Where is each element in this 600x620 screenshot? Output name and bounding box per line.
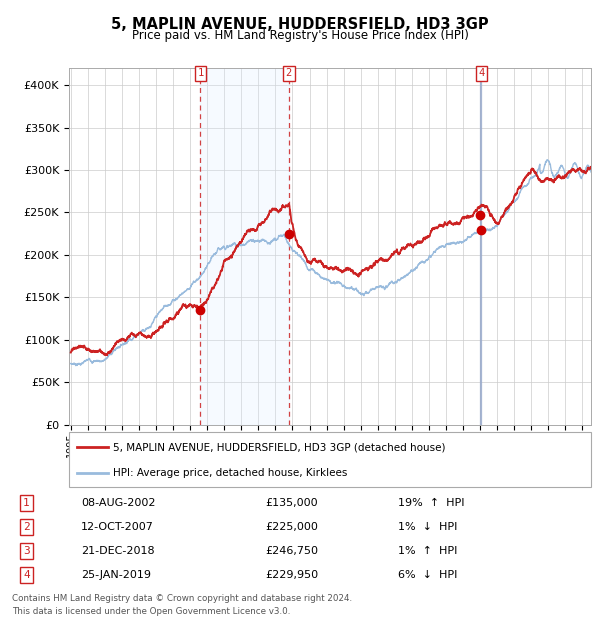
- Text: 4: 4: [478, 68, 484, 78]
- Text: 2: 2: [286, 68, 292, 78]
- Text: 25-JAN-2019: 25-JAN-2019: [81, 570, 151, 580]
- Text: This data is licensed under the Open Government Licence v3.0.: This data is licensed under the Open Gov…: [12, 607, 290, 616]
- Text: £229,950: £229,950: [265, 570, 319, 580]
- Text: 1: 1: [23, 498, 30, 508]
- Text: 2: 2: [23, 522, 30, 532]
- Text: 08-AUG-2002: 08-AUG-2002: [81, 498, 155, 508]
- Text: 4: 4: [23, 570, 30, 580]
- Text: 6%  ↓  HPI: 6% ↓ HPI: [398, 570, 457, 580]
- Text: 21-DEC-2018: 21-DEC-2018: [81, 546, 155, 556]
- Bar: [200, 68, 289, 425]
- Text: 19%  ↑  HPI: 19% ↑ HPI: [398, 498, 464, 508]
- FancyBboxPatch shape: [69, 432, 591, 487]
- Text: 1%  ↑  HPI: 1% ↑ HPI: [398, 546, 457, 556]
- Text: 1%  ↓  HPI: 1% ↓ HPI: [398, 522, 457, 532]
- Text: 12-OCT-2007: 12-OCT-2007: [81, 522, 154, 532]
- Text: HPI: Average price, detached house, Kirklees: HPI: Average price, detached house, Kirk…: [113, 468, 348, 478]
- Text: 3: 3: [23, 546, 30, 556]
- Text: £135,000: £135,000: [265, 498, 318, 508]
- Text: Contains HM Land Registry data © Crown copyright and database right 2024.: Contains HM Land Registry data © Crown c…: [12, 594, 352, 603]
- Text: £246,750: £246,750: [265, 546, 319, 556]
- Text: £225,000: £225,000: [265, 522, 319, 532]
- Text: 1: 1: [197, 68, 203, 78]
- Text: Price paid vs. HM Land Registry's House Price Index (HPI): Price paid vs. HM Land Registry's House …: [131, 29, 469, 42]
- Text: 5, MAPLIN AVENUE, HUDDERSFIELD, HD3 3GP (detached house): 5, MAPLIN AVENUE, HUDDERSFIELD, HD3 3GP …: [113, 443, 446, 453]
- Text: 5, MAPLIN AVENUE, HUDDERSFIELD, HD3 3GP: 5, MAPLIN AVENUE, HUDDERSFIELD, HD3 3GP: [111, 17, 489, 32]
